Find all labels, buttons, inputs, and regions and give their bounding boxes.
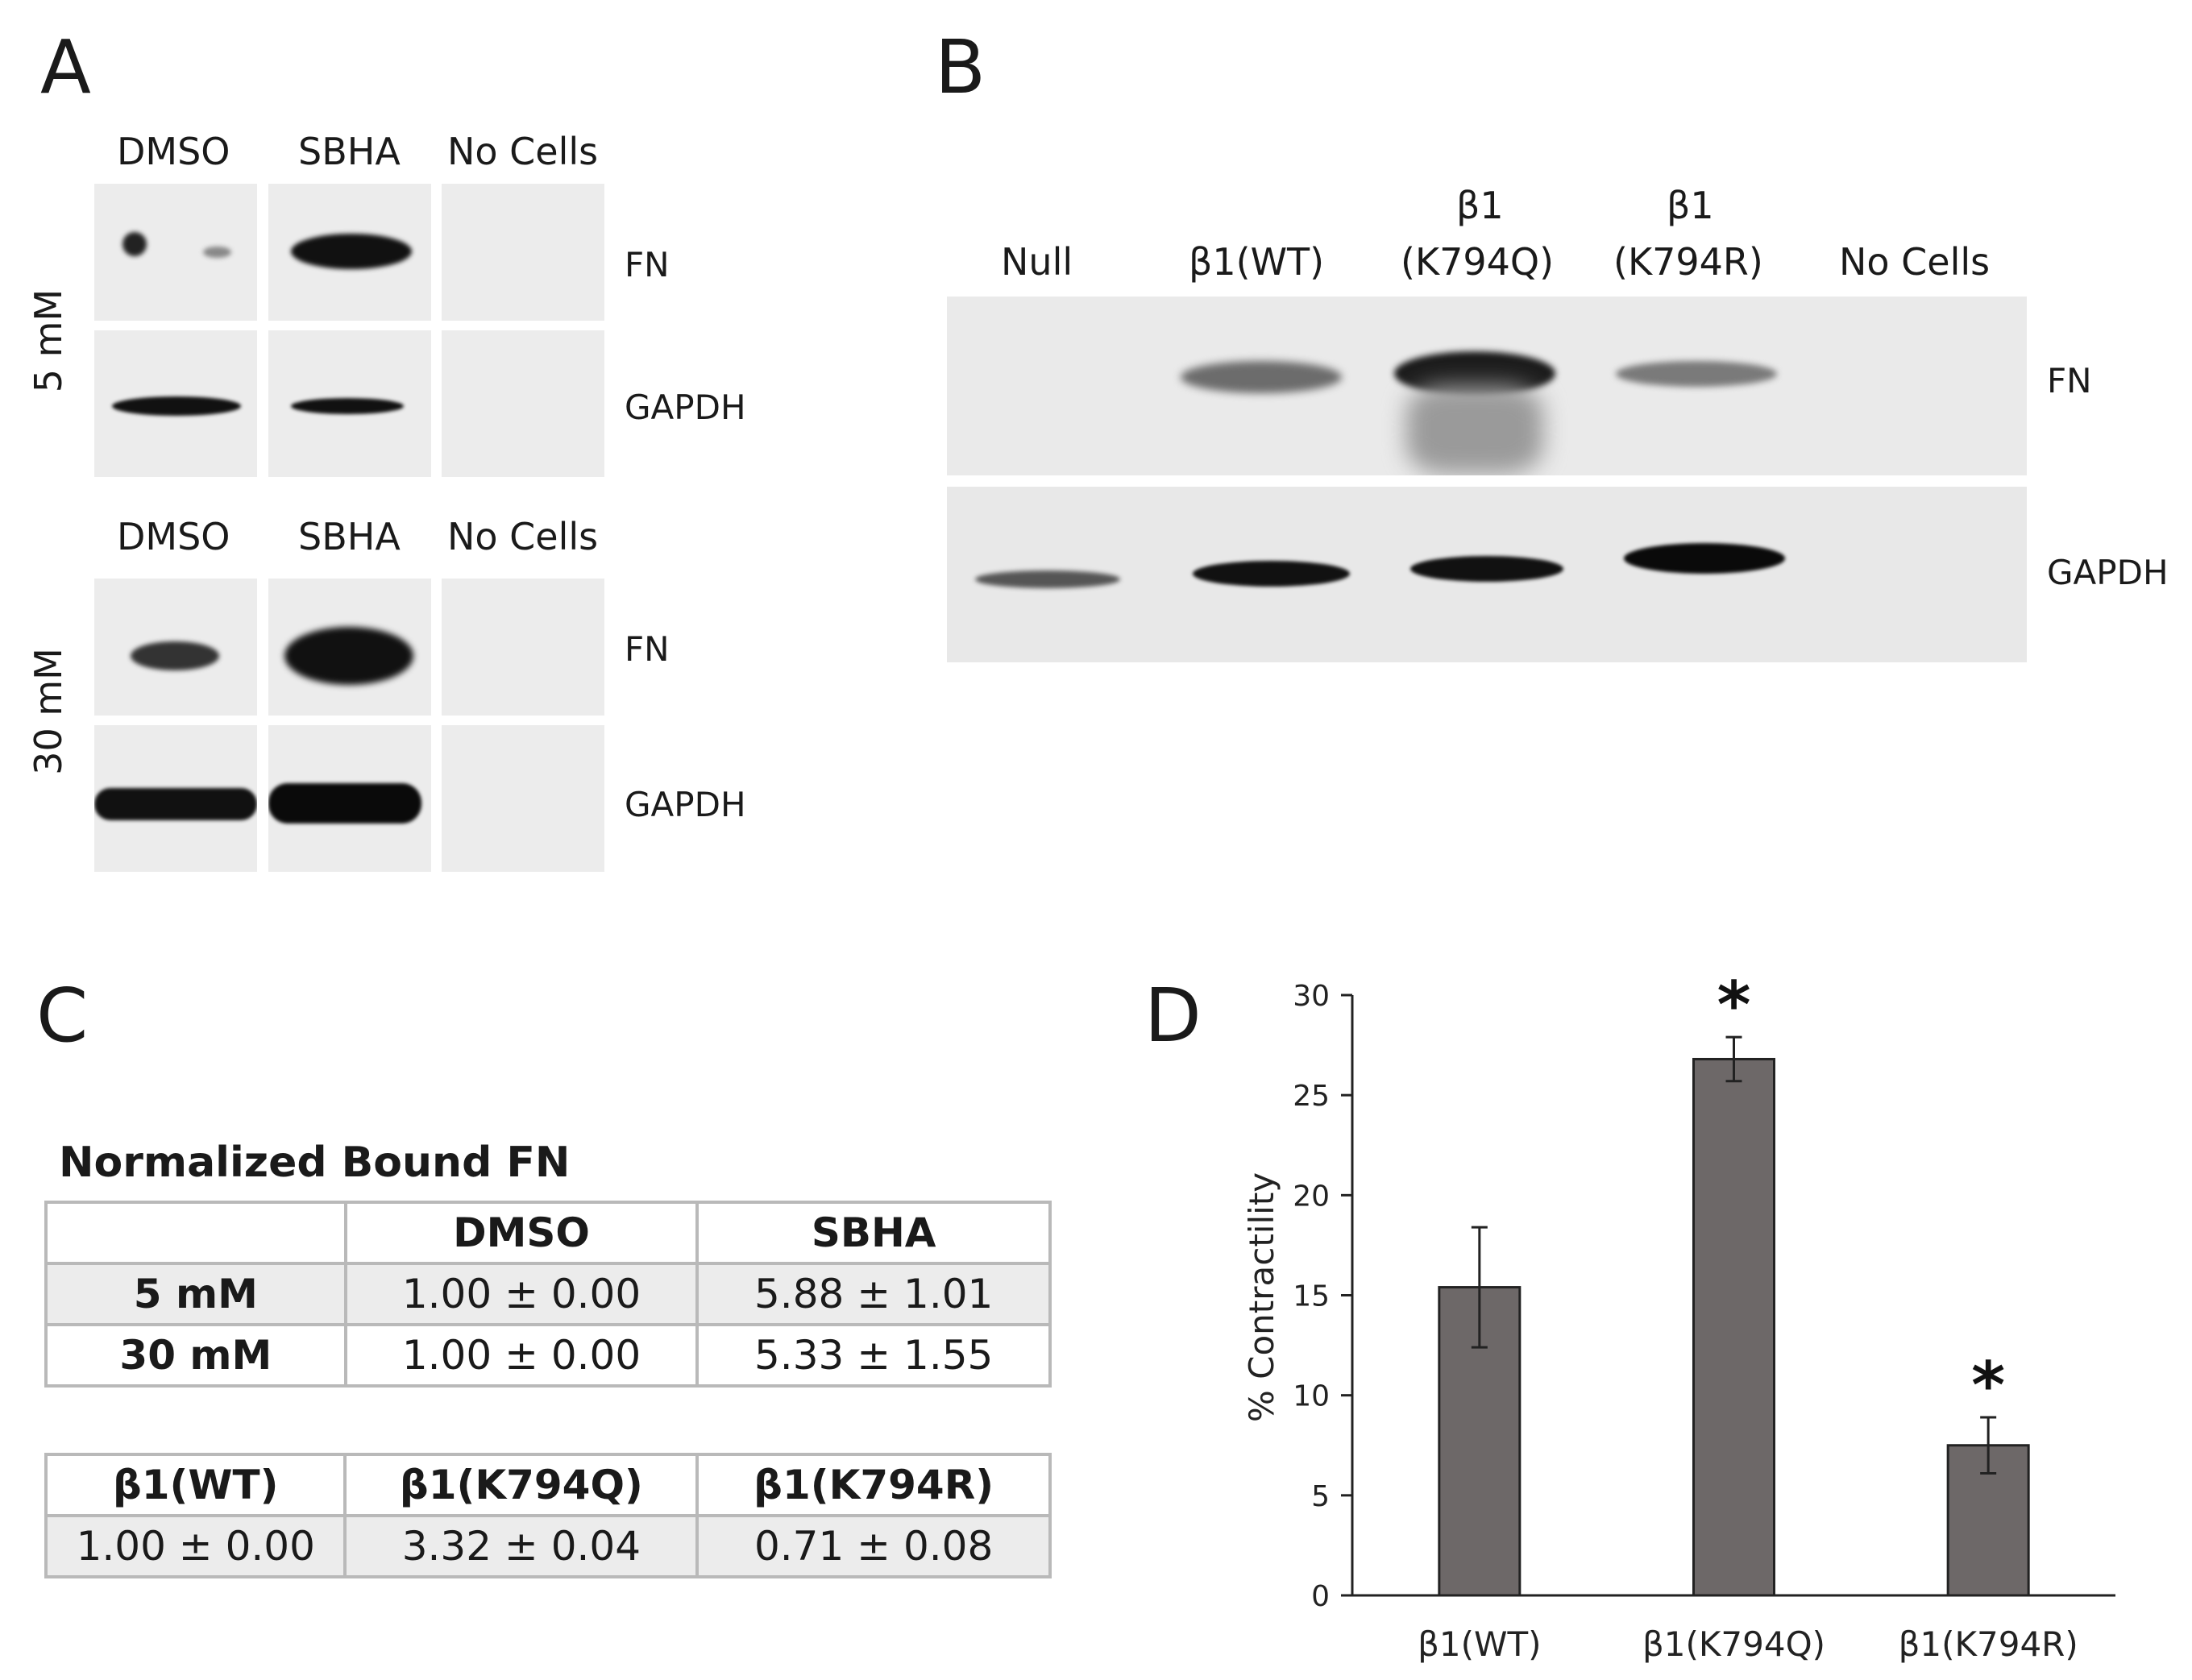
blot-b-gapdh xyxy=(947,487,2027,662)
lane-b-k794r-line2: (K794R) xyxy=(1613,240,1763,284)
normalized-fn-table-treatment: DMSO SBHA 5 mM 1.00 ± 0.00 5.88 ± 1.01 3… xyxy=(44,1201,1052,1388)
contractility-bar-chart: % Contractility 0 5 10 15 20 25 30 β1(WT) β1(K7… xyxy=(1242,968,2115,1664)
blot-a-5mm-gapdh-nocells xyxy=(442,330,604,477)
lane-b-no-cells: No Cells xyxy=(1839,240,1991,284)
lane-label-no-cells-2: No Cells xyxy=(447,515,599,558)
y-tick-label: 20 xyxy=(1293,1180,1330,1213)
lane-label-no-cells: No Cells xyxy=(447,130,599,173)
blot-a-5mm-fn-sbha xyxy=(268,184,431,321)
blot-a-5mm-fn-nocells xyxy=(442,184,604,321)
blot-a-30mm-fn-dmso xyxy=(94,579,257,716)
x-tick-label: β1(K794R) xyxy=(1899,1624,2078,1664)
table-row: 5 mM 1.00 ± 0.00 5.88 ± 1.01 xyxy=(44,1262,1052,1326)
y-tick-label: 0 xyxy=(1311,1580,1330,1613)
table-cell: 5.33 ± 1.55 xyxy=(695,1323,1052,1388)
panel-b-letter: B xyxy=(935,24,986,110)
blot-a-30mm-fn-sbha xyxy=(268,579,431,716)
table-header-cell: β1(WT) xyxy=(44,1453,347,1517)
dose-label-30mm: 30 mM xyxy=(27,648,70,775)
y-tick-label: 10 xyxy=(1293,1380,1330,1413)
panel-a-letter: A xyxy=(40,24,91,110)
table-header-cell: β1(K794Q) xyxy=(343,1453,700,1517)
table-cell: 5 mM xyxy=(44,1262,347,1326)
table-header-row: β1(WT) β1(K794Q) β1(K794R) xyxy=(44,1453,1052,1517)
lane-label-dmso: DMSO xyxy=(117,130,230,173)
lane-b-null: Null xyxy=(1001,240,1073,284)
y-tick-label: 15 xyxy=(1293,1280,1330,1313)
table-cell: 1.00 ± 0.00 xyxy=(343,1323,700,1388)
blot-a-30mm-gapdh-sbha xyxy=(268,725,431,872)
table-cell: 5.88 ± 1.01 xyxy=(695,1262,1052,1326)
lane-b-k794q-line2: (K794Q) xyxy=(1401,240,1555,284)
row-label-gapdh-2: GAPDH xyxy=(625,785,746,824)
table-cell: 3.32 ± 0.04 xyxy=(343,1514,700,1578)
table-row: 30 mM 1.00 ± 0.00 5.33 ± 1.55 xyxy=(44,1323,1052,1388)
table-header-cell: SBHA xyxy=(695,1201,1052,1265)
blot-a-30mm-gapdh-dmso xyxy=(94,725,257,872)
panel-c-letter: C xyxy=(36,973,89,1059)
significance-marker: * xyxy=(1717,968,1751,1043)
lane-label-sbha-2: SBHA xyxy=(298,515,401,558)
x-tick-label: β1(WT) xyxy=(1418,1624,1541,1664)
lane-b-k794r-line1: β1 xyxy=(1667,184,1714,227)
table-header-cell: β1(K794R) xyxy=(695,1453,1052,1517)
table-row: 1.00 ± 0.00 3.32 ± 0.04 0.71 ± 0.08 xyxy=(44,1514,1052,1578)
row-label-b-fn: FN xyxy=(2047,361,2092,400)
significance-marker: * xyxy=(1971,1348,2005,1423)
error-bar xyxy=(1980,1416,1997,1475)
lane-b-wt: β1(WT) xyxy=(1189,240,1325,284)
blot-a-30mm-fn-nocells xyxy=(442,579,604,716)
bar xyxy=(1692,1057,1775,1597)
lane-b-k794q-line1: β1 xyxy=(1456,184,1504,227)
row-label-fn: FN xyxy=(625,245,670,284)
table-cell: 1.00 ± 0.00 xyxy=(44,1514,347,1578)
y-tick-label: 5 xyxy=(1311,1480,1330,1513)
table-cell: 30 mM xyxy=(44,1323,347,1388)
table-header-cell: DMSO xyxy=(343,1201,700,1265)
row-label-b-gapdh: GAPDH xyxy=(2047,553,2169,592)
y-tick-label: 25 xyxy=(1293,1080,1330,1113)
panel-d-letter: D xyxy=(1144,973,1202,1059)
error-bar xyxy=(1725,1035,1742,1083)
y-axis-label: % Contractility xyxy=(1242,1172,1281,1422)
error-bar xyxy=(1471,1226,1488,1349)
blot-a-5mm-gapdh-sbha xyxy=(268,330,431,477)
blot-a-30mm-gapdh-nocells xyxy=(442,725,604,872)
normalized-fn-table-mutants: β1(WT) β1(K794Q) β1(K794R) 1.00 ± 0.00 3… xyxy=(44,1453,1052,1578)
table-header-cell xyxy=(44,1201,347,1265)
blot-b-fn xyxy=(947,297,2027,475)
row-label-fn-2: FN xyxy=(625,629,670,669)
lane-label-sbha: SBHA xyxy=(298,130,401,173)
x-tick-label: β1(K794Q) xyxy=(1642,1624,1825,1664)
table-cell: 0.71 ± 0.08 xyxy=(695,1514,1052,1578)
dose-label-5mm: 5 mM xyxy=(27,288,70,393)
table-title: Normalized Bound FN xyxy=(59,1139,571,1187)
table-cell: 1.00 ± 0.00 xyxy=(343,1262,700,1326)
table-header-row: DMSO SBHA xyxy=(44,1201,1052,1265)
row-label-gapdh: GAPDH xyxy=(625,388,746,427)
blot-a-5mm-gapdh-dmso xyxy=(94,330,257,477)
blot-a-5mm-fn-dmso xyxy=(94,184,257,321)
lane-label-dmso-2: DMSO xyxy=(117,515,230,558)
y-tick-label: 30 xyxy=(1293,980,1330,1013)
